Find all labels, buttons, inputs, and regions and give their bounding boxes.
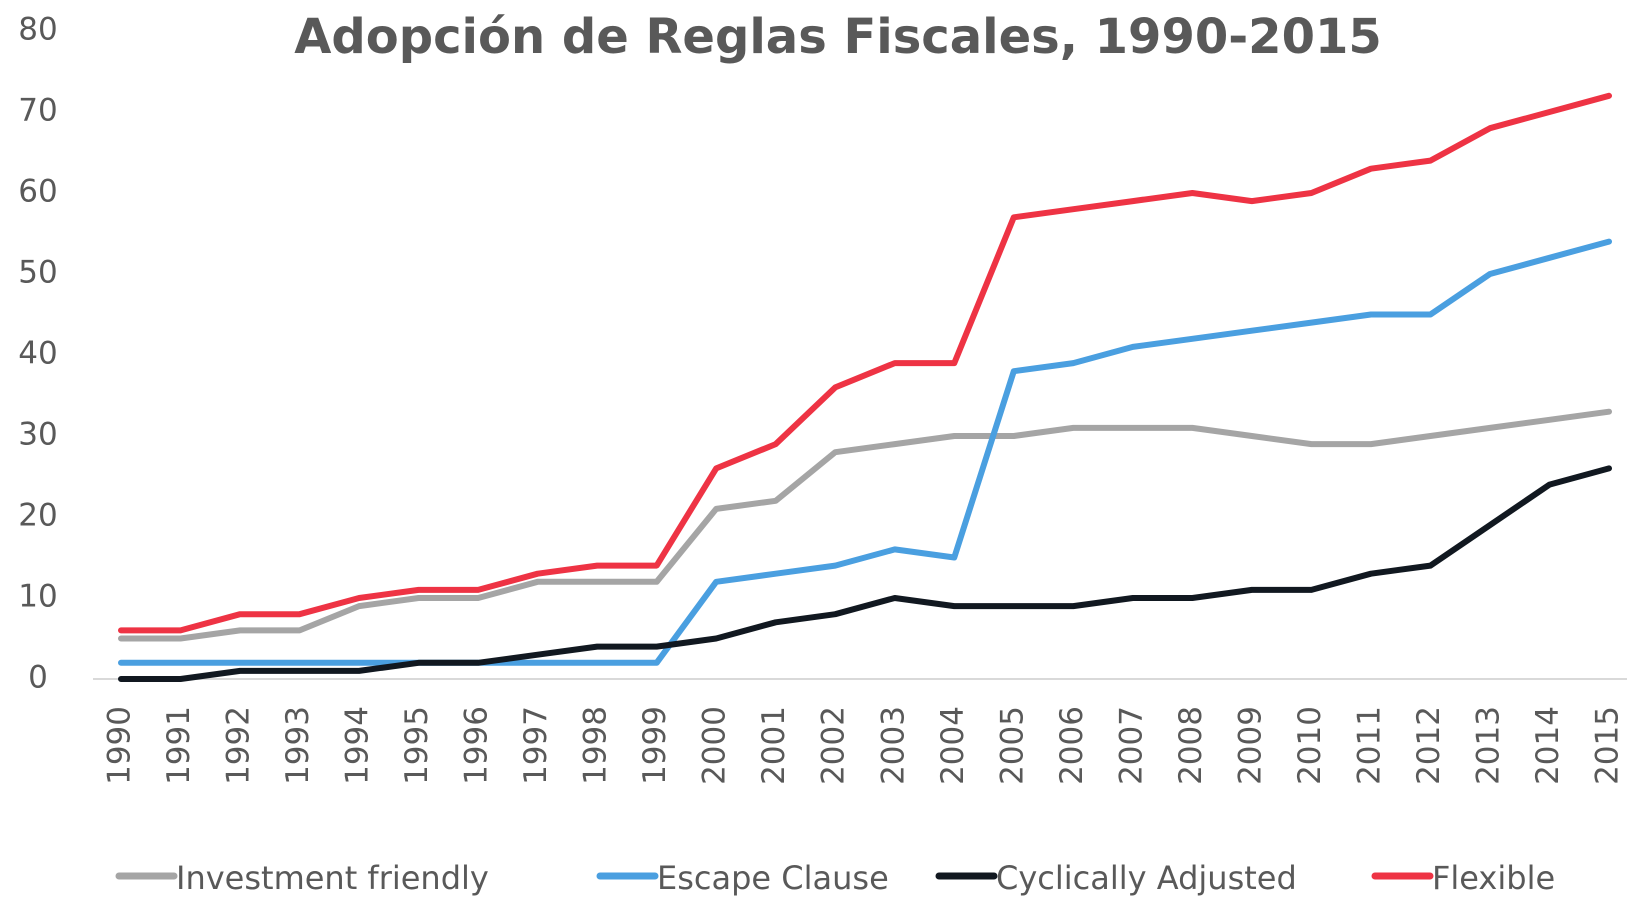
x-tick-label: 2007 (1113, 706, 1149, 785)
y-tick-label: 10 (18, 579, 57, 615)
legend-label: Cyclically Adjusted (996, 859, 1297, 897)
legend-label: Investment friendly (176, 859, 489, 897)
x-tick-label: 1994 (340, 706, 376, 785)
x-tick-label: 1990 (102, 706, 138, 785)
x-tick-label: 2001 (756, 706, 792, 785)
y-tick-label: 70 (18, 93, 57, 129)
chart-title: Adopción de Reglas Fiscales, 1990-2015 (294, 9, 1382, 65)
series-line (118, 408, 1612, 642)
y-tick-label: 60 (18, 174, 57, 210)
y-tick-label: 80 (18, 12, 57, 48)
x-tick-label: 2002 (816, 706, 852, 785)
y-tick-label: 20 (18, 498, 57, 534)
legend-label: Flexible (1432, 859, 1555, 897)
x-tick-label: 2013 (1470, 706, 1506, 785)
x-tick-label: 2009 (1232, 706, 1268, 785)
x-tick-label: 2003 (875, 706, 911, 785)
x-tick-label: 1999 (637, 706, 673, 785)
x-tick-label: 1992 (221, 706, 257, 785)
y-tick-label: 30 (18, 417, 57, 453)
series-line (118, 465, 1612, 682)
x-tick-label: 2010 (1292, 706, 1328, 785)
x-tick-label: 2004 (935, 706, 971, 785)
x-tick-label: 2011 (1351, 706, 1387, 785)
series-line (118, 92, 1612, 634)
x-tick-label: 2012 (1411, 706, 1447, 785)
x-tick-label: 2000 (697, 706, 733, 785)
x-tick-label: 1991 (161, 706, 197, 785)
y-tick-label: 40 (18, 336, 57, 372)
x-tick-label: 1996 (459, 706, 495, 785)
x-tick-label: 1993 (280, 706, 316, 785)
y-tick-label: 50 (18, 255, 57, 291)
y-tick-label: 0 (28, 660, 48, 696)
x-tick-label: 1995 (399, 706, 435, 785)
x-tick-label: 2014 (1530, 706, 1566, 785)
x-tick-label: 1998 (578, 706, 614, 785)
x-tick-label: 1997 (518, 706, 554, 785)
x-tick-label: 2008 (1173, 706, 1209, 785)
x-tick-label: 2015 (1590, 706, 1626, 785)
x-tick-label: 2006 (1054, 706, 1090, 785)
x-tick-label: 2005 (994, 706, 1030, 785)
legend-label: Escape Clause (657, 859, 889, 897)
series-line (118, 238, 1612, 666)
